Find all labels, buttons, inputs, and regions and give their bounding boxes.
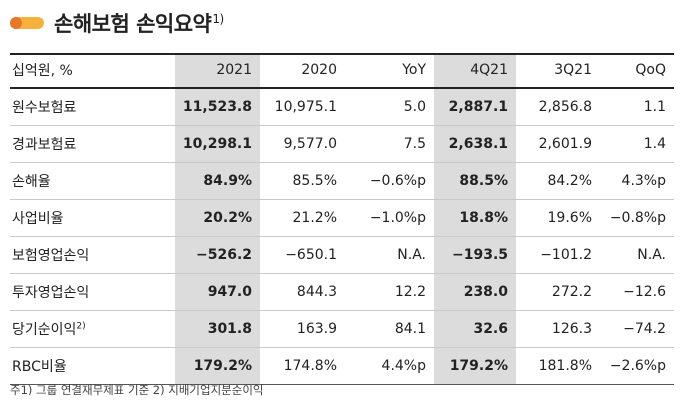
header-yoy: YoY [345, 53, 434, 89]
cell-2021: 84.9% [175, 162, 260, 200]
header-2020: 2020 [260, 53, 345, 89]
cell-4q21: 32.6 [434, 310, 516, 348]
title-marker-icon [10, 17, 44, 29]
cell-2021: −526.2 [175, 236, 260, 274]
cell-3q21: 126.3 [516, 310, 600, 348]
cell-qoq: −0.8%p [600, 199, 674, 237]
cell-3q21: 272.2 [516, 273, 600, 311]
cell-qoq: N.A. [600, 236, 674, 274]
cell-2021: 301.8 [175, 310, 260, 348]
table-row: 경과보험료 10,298.1 9,577.0 7.5 2,638.1 2,601.9 1.4 [10, 125, 674, 163]
header-unit: 십억원, % [10, 53, 175, 89]
table-row: 보험영업손익 −526.2 −650.1 N.A. −193.5 −101.2 N.A. [10, 236, 674, 274]
cell-4q21: 238.0 [434, 273, 516, 311]
cell-4q21: 179.2% [434, 347, 516, 385]
row-label: 보험영업손익 [10, 236, 175, 274]
cell-3q21: 84.2% [516, 162, 600, 200]
cell-yoy: N.A. [345, 236, 434, 274]
cell-2021: 10,298.1 [175, 125, 260, 163]
cell-yoy: 5.0 [345, 88, 434, 126]
table-header-row: 십억원, % 2021 2020 YoY 4Q21 3Q21 QoQ [10, 53, 674, 89]
cell-2020: 10,975.1 [260, 88, 345, 126]
page-title: 손해보험 손익요약1) [54, 12, 224, 36]
cell-2020: 21.2% [260, 199, 345, 237]
cell-3q21: 19.6% [516, 199, 600, 237]
cell-2021: 11,523.8 [175, 88, 260, 126]
table-row: 투자영업손익 947.0 844.3 12.2 238.0 272.2 −12.6 [10, 273, 674, 311]
table-row: 당기순이익2) 301.8 163.9 84.1 32.6 126.3 −74.2 [10, 310, 674, 348]
header-qoq: QoQ [600, 53, 674, 89]
row-label: 당기순이익2) [10, 310, 175, 348]
cell-3q21: 2,856.8 [516, 88, 600, 126]
cell-3q21: −101.2 [516, 236, 600, 274]
cell-3q21: 181.8% [516, 347, 600, 385]
row-label: RBC비율 [10, 347, 175, 385]
cell-yoy: −1.0%p [345, 199, 434, 237]
cell-qoq: −2.6%p [600, 347, 674, 385]
table-row: 손해율 84.9% 85.5% −0.6%p 88.5% 84.2% 4.3%p [10, 162, 674, 200]
cell-4q21: 2,887.1 [434, 88, 516, 126]
cell-2021: 179.2% [175, 347, 260, 385]
cell-2020: 9,577.0 [260, 125, 345, 163]
row-label: 사업비율 [10, 199, 175, 237]
cell-yoy: 84.1 [345, 310, 434, 348]
row-label: 손해율 [10, 162, 175, 200]
cell-4q21: 18.8% [434, 199, 516, 237]
cell-qoq: 1.1 [600, 88, 674, 126]
header-3q21: 3Q21 [516, 53, 600, 89]
table-row: RBC비율 179.2% 174.8% 4.4%p 179.2% 181.8% −2.6%p [10, 347, 674, 385]
income-summary-table: 십억원, % 2021 2020 YoY 4Q21 3Q21 QoQ 원수보험료… [10, 53, 674, 385]
cell-qoq: −74.2 [600, 310, 674, 348]
cell-4q21: 88.5% [434, 162, 516, 200]
cell-2020: 163.9 [260, 310, 345, 348]
cell-yoy: 7.5 [345, 125, 434, 163]
cell-qoq: 1.4 [600, 125, 674, 163]
cell-2021: 947.0 [175, 273, 260, 311]
row-label: 경과보험료 [10, 125, 175, 163]
title-row: 손해보험 손익요약1) [10, 6, 224, 40]
cell-yoy: 12.2 [345, 273, 434, 311]
cell-2020: 844.3 [260, 273, 345, 311]
row-label: 원수보험료 [10, 88, 175, 126]
cell-2021: 20.2% [175, 199, 260, 237]
row-label: 투자영업손익 [10, 273, 175, 311]
cell-4q21: −193.5 [434, 236, 516, 274]
cell-2020: −650.1 [260, 236, 345, 274]
header-2021: 2021 [175, 53, 260, 89]
cell-2020: 85.5% [260, 162, 345, 200]
header-4q21: 4Q21 [434, 53, 516, 89]
table-row: 사업비율 20.2% 21.2% −1.0%p 18.8% 19.6% −0.8%p [10, 199, 674, 237]
footnote: 주1) 그룹 연결재무제표 기준 2) 지배기업지분순이익 [10, 383, 264, 397]
cell-yoy: 4.4%p [345, 347, 434, 385]
cell-qoq: −12.6 [600, 273, 674, 311]
cell-yoy: −0.6%p [345, 162, 434, 200]
table-row: 원수보험료 11,523.8 10,975.1 5.0 2,887.1 2,856.8 1.… [10, 88, 674, 126]
cell-qoq: 4.3%p [600, 162, 674, 200]
cell-3q21: 2,601.9 [516, 125, 600, 163]
cell-2020: 174.8% [260, 347, 345, 385]
cell-4q21: 2,638.1 [434, 125, 516, 163]
